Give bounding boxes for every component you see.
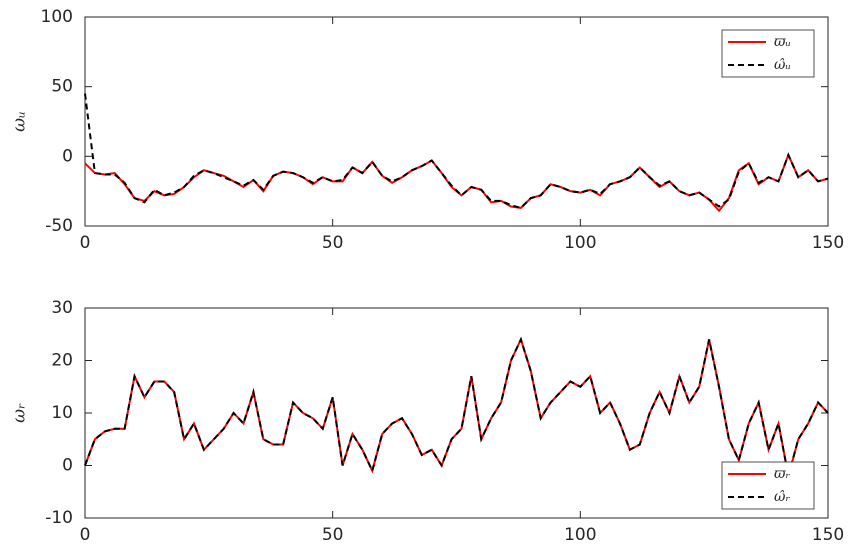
- y-tick-label: 20: [51, 351, 73, 371]
- y-tick-label: 10: [51, 403, 73, 423]
- series-line: [84, 336, 829, 477]
- legend-label: ω̂ᵣ: [774, 489, 790, 505]
- legend-label: ϖᵤ: [774, 34, 791, 50]
- legend-box: [721, 461, 815, 510]
- axes-box: [84, 307, 829, 519]
- x-tick-label: 150: [812, 233, 844, 253]
- y-tick-label: -50: [45, 216, 73, 236]
- y-axis-label: ωᵣ: [10, 403, 30, 423]
- legend-label: ϖᵣ: [774, 466, 790, 482]
- x-tick-label: 0: [80, 525, 91, 545]
- x-tick-label: 0: [80, 233, 91, 253]
- axes-box: [84, 16, 829, 227]
- legend-box: [721, 29, 815, 78]
- x-tick-label: 100: [564, 233, 596, 253]
- series-line: [84, 93, 829, 210]
- x-tick-label: 100: [564, 525, 596, 545]
- y-tick-label: -10: [45, 508, 73, 528]
- y-axis-label: ωᵤ: [10, 111, 30, 132]
- legend-label: ω̂ᵤ: [774, 57, 791, 73]
- x-tick-label: 150: [812, 525, 844, 545]
- y-tick-label: 0: [62, 456, 73, 476]
- y-tick-label: 30: [51, 298, 73, 318]
- y-tick-label: 50: [51, 77, 73, 97]
- y-tick-label: 100: [41, 7, 73, 27]
- x-tick-label: 50: [322, 525, 344, 545]
- y-tick-label: 0: [62, 146, 73, 166]
- x-tick-label: 50: [322, 233, 344, 253]
